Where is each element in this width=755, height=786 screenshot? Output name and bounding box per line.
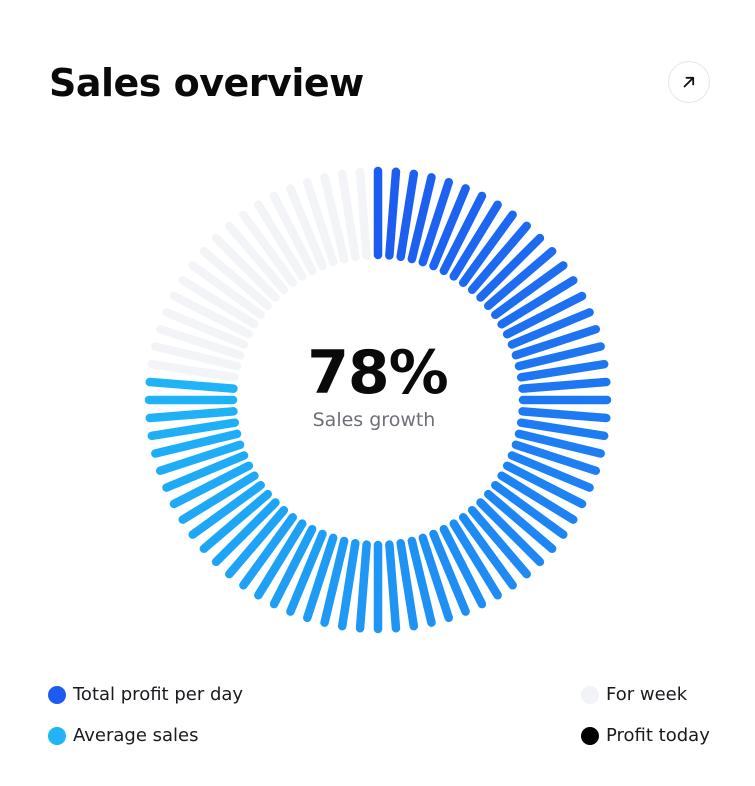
- gauge-segment-filled: [491, 480, 568, 539]
- gauge-segment-filled: [286, 529, 327, 616]
- gauge-segment-filled: [502, 461, 587, 509]
- gauge-segment-track: [155, 324, 245, 360]
- gauge-segment-filled: [337, 538, 360, 631]
- gauge-segment-filled: [239, 513, 298, 590]
- gauge-segment-filled: [507, 451, 594, 492]
- gauge-value: 78%: [307, 338, 449, 408]
- gauge-segment-filled: [507, 308, 594, 349]
- legend-dot: [48, 727, 66, 745]
- gauge-segment-filled: [511, 324, 601, 360]
- gauge-segment-filled: [516, 418, 609, 441]
- legend-item-total-profit: Total profit per day: [48, 683, 243, 707]
- gauge-segment-filled: [516, 359, 609, 382]
- legend-label: Profit today: [606, 725, 710, 746]
- gauge-segment-filled: [385, 540, 401, 633]
- gauge-segment-track: [178, 276, 259, 329]
- gauge-segment-filled: [169, 461, 254, 509]
- gauge-segment-track: [162, 308, 249, 349]
- legend-dot: [581, 727, 599, 745]
- gauge-segment-filled: [178, 471, 259, 524]
- gauge-segment-track: [302, 177, 338, 267]
- gauge-segment-filled: [458, 210, 517, 287]
- gauge-segment-filled: [449, 200, 502, 281]
- gauge-segment-track: [254, 200, 307, 281]
- gauge-segment-filled: [467, 221, 531, 294]
- gauge-segment-filled: [476, 233, 545, 302]
- legend-dot: [48, 686, 66, 704]
- gauge-segment-filled: [254, 519, 307, 600]
- gauge-segment-filled: [449, 519, 502, 600]
- gauge-segment-filled: [199, 489, 272, 553]
- gauge-segment-filled: [145, 377, 238, 393]
- gauge-segment-filled: [491, 261, 568, 320]
- gauge-segment-filled: [439, 191, 487, 276]
- gauge-segment-filled: [518, 407, 611, 423]
- gauge-segment-filled: [514, 342, 605, 371]
- gauge-segment-filled: [396, 538, 419, 631]
- gauge-segment-filled: [484, 489, 557, 553]
- gauge-segment-track: [239, 210, 298, 287]
- gauge-segment-filled: [147, 418, 240, 441]
- card-title: Sales overview: [49, 61, 364, 105]
- expand-button[interactable]: [668, 61, 710, 103]
- gauge-segment-filled: [151, 429, 242, 458]
- gauge-segment-filled: [145, 407, 238, 423]
- gauge-segment-filled: [429, 184, 470, 271]
- gauge-segment-filled: [502, 291, 587, 339]
- gauge-segment-filled: [518, 377, 611, 393]
- gauge-segment-filled: [497, 471, 578, 524]
- gauge-segment-track: [269, 191, 317, 276]
- gauge-segment-filled: [476, 498, 545, 567]
- gauge-segment-track: [151, 342, 242, 371]
- gauge-segment-filled: [385, 167, 401, 260]
- gauge-segment-track: [147, 359, 240, 382]
- gauge-segment-track: [337, 169, 360, 262]
- legend-label: For week: [606, 684, 688, 705]
- gauge-label: Sales growth: [312, 409, 436, 431]
- gauge-segment-track: [188, 261, 265, 320]
- gauge-segment-filled: [396, 169, 419, 262]
- gauge-segment-filled: [188, 480, 265, 539]
- gauge-segment-filled: [320, 536, 349, 627]
- gauge-segment-track: [199, 247, 272, 311]
- gauge-segment-track: [286, 184, 327, 271]
- gauge-segment-filled: [269, 524, 317, 609]
- gauge-segment-filled: [497, 276, 578, 329]
- gauge-segment-filled: [211, 498, 280, 567]
- gauge-segment-filled: [418, 533, 454, 623]
- gauge-segment-filled: [484, 247, 557, 311]
- legend-dot: [581, 686, 599, 704]
- arrow-up-right-icon: [681, 74, 697, 90]
- gauge-segment-filled: [429, 529, 470, 616]
- gauge-segment-track: [169, 291, 254, 339]
- gauge-segment-track: [211, 233, 280, 302]
- gauge-segment-filled: [514, 429, 605, 458]
- gauge-segment-filled: [407, 173, 436, 264]
- gauge-segment-filled: [458, 513, 517, 590]
- gauge-segment-track: [320, 173, 349, 264]
- gauge-segment-filled: [225, 506, 289, 579]
- gauge-segment-filled: [302, 533, 338, 623]
- legend-item-average-sales: Average sales: [48, 724, 199, 748]
- gauge-segment-filled: [511, 440, 601, 476]
- sales-growth-gauge: [128, 150, 628, 650]
- legend-label: Average sales: [73, 725, 199, 746]
- gauge-segment-filled: [439, 524, 487, 609]
- gauge-segment-filled: [407, 536, 436, 627]
- gauge-segment-filled: [467, 506, 531, 579]
- gauge-segment-track: [225, 221, 289, 294]
- legend-item-profit-today: Profit today: [581, 724, 710, 748]
- gauge-segment-filled: [355, 540, 371, 633]
- gauge-svg: [144, 166, 612, 634]
- gauge-segment-filled: [162, 451, 249, 492]
- legend-label: Total profit per day: [73, 684, 244, 705]
- gauge-segment-filled: [418, 177, 454, 267]
- gauge-segment-track: [355, 167, 371, 260]
- legend-item-for-week: For week: [581, 683, 687, 707]
- gauge-segment-filled: [155, 440, 245, 476]
